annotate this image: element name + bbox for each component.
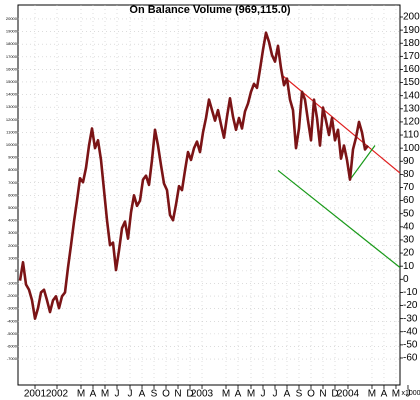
x-tick-label: M xyxy=(368,389,376,400)
x-tick-label: A xyxy=(235,389,242,400)
y2-tick-label: -3000 xyxy=(7,306,18,311)
y2-tick-label: 20000 xyxy=(6,16,18,21)
x-tick-label: 2004 xyxy=(337,389,360,400)
y2-tick-label: -2000 xyxy=(7,293,18,298)
y-tick-label: 80 xyxy=(403,169,415,180)
y-tick-label: -20 xyxy=(403,300,418,311)
x-tick-label: M xyxy=(247,389,255,400)
x-tick-label: N xyxy=(319,389,326,400)
y-tick-label: -50 xyxy=(403,340,418,351)
y-tick-label: 140 xyxy=(403,90,420,101)
y2-tick-label: 9000 xyxy=(8,155,18,160)
y-tick-label: 200 xyxy=(403,12,420,23)
y-tick-label: -60 xyxy=(403,353,418,364)
x-tick-label: N xyxy=(174,389,181,400)
y2-tick-label: 3000 xyxy=(8,230,18,235)
obv-line xyxy=(18,31,370,320)
y-tick-label: -30 xyxy=(403,313,418,324)
y-tick-label: 170 xyxy=(403,51,420,62)
y2-tick-label: 1000 xyxy=(8,255,18,260)
x-tick-label: M xyxy=(222,389,230,400)
y-tick-label: 70 xyxy=(403,182,415,193)
y-tick-label: 100 xyxy=(403,143,420,154)
x-tick-label: 2002 xyxy=(46,389,69,400)
x-tick-label: J xyxy=(128,389,133,400)
y2-tick-label: 12000 xyxy=(6,117,18,122)
x-tick-label: O xyxy=(162,389,170,400)
y2-tick-label: 5000 xyxy=(8,205,18,210)
y-tick-label: 30 xyxy=(403,235,415,246)
x-tick-label: J xyxy=(272,389,277,400)
y-tick-label: 180 xyxy=(403,38,420,49)
trend-line xyxy=(277,169,401,268)
trend-line xyxy=(349,145,376,180)
y2-tick-label: 7000 xyxy=(8,180,18,185)
x-tick-label: J xyxy=(405,389,410,400)
x-tick-label: A xyxy=(381,389,388,400)
x-tick-label: S xyxy=(151,389,158,400)
y2-tick-label: -1000 xyxy=(7,281,18,286)
chart-title: On Balance Volume (969,115.0) xyxy=(129,4,291,16)
x-tick-label: D xyxy=(331,389,338,400)
unit-label: x1000 xyxy=(401,390,420,397)
x-tick-label: M xyxy=(392,389,400,400)
x-tick-label: A xyxy=(90,389,97,400)
y-tick-label: 40 xyxy=(403,221,415,232)
plot-frame xyxy=(17,4,401,386)
y-tick-label: 10 xyxy=(403,261,415,272)
x-tick-label: M xyxy=(101,389,109,400)
y-tick-label: 90 xyxy=(403,156,415,167)
y-tick-label: -40 xyxy=(403,326,418,337)
y2-tick-label: 18000 xyxy=(6,41,18,46)
y2-tick-label: 15000 xyxy=(6,79,18,84)
y-tick-label: 130 xyxy=(403,103,420,114)
x-tick-label: M xyxy=(77,389,85,400)
y2-tick-label: 16000 xyxy=(6,66,18,71)
x-tick-label: 2003 xyxy=(191,389,214,400)
y-tick-label: 60 xyxy=(403,195,415,206)
x-tick-label: A xyxy=(139,389,146,400)
x-tick-label: 2001 xyxy=(24,389,47,400)
y2-tick-label: 2000 xyxy=(8,243,18,248)
y-tick-label: 110 xyxy=(403,130,419,141)
y2-tick-label: 19000 xyxy=(6,29,18,34)
y2-tick-label: -6000 xyxy=(7,344,18,349)
y2-tick-label: 0 xyxy=(15,268,18,273)
y-tick-label: 50 xyxy=(403,208,415,219)
y-tick-label: 120 xyxy=(403,117,420,128)
x-tick-label: J xyxy=(260,389,265,400)
y2-tick-label: 10000 xyxy=(6,142,18,147)
y-tick-label: 160 xyxy=(403,64,420,75)
y2-tick-label: 13000 xyxy=(6,104,18,109)
y2-tick-label: 14000 xyxy=(6,92,18,97)
y2-tick-label: -5000 xyxy=(7,331,18,336)
y-tick-label: 0 xyxy=(403,274,409,285)
y2-tick-label: 6000 xyxy=(8,192,18,197)
y2-tick-label: 17000 xyxy=(6,54,18,59)
y-tick-label: 20 xyxy=(403,248,415,259)
x-tick-label: J xyxy=(114,389,119,400)
y-tick-label: 150 xyxy=(403,77,420,88)
x-tick-label: D xyxy=(186,389,193,400)
y2-tick-label: 11000 xyxy=(6,129,18,134)
y2-tick-label: -7000 xyxy=(7,356,18,361)
y-tick-label: 190 xyxy=(403,25,420,36)
y-tick-label: -10 xyxy=(403,287,418,298)
x-tick-label: A xyxy=(284,389,291,400)
x-tick-label: S xyxy=(296,389,303,400)
y2-tick-label: 8000 xyxy=(8,167,18,172)
y2-tick-label: 4000 xyxy=(8,218,18,223)
y2-tick-label: -4000 xyxy=(7,318,18,323)
x-tick-label: O xyxy=(307,389,315,400)
